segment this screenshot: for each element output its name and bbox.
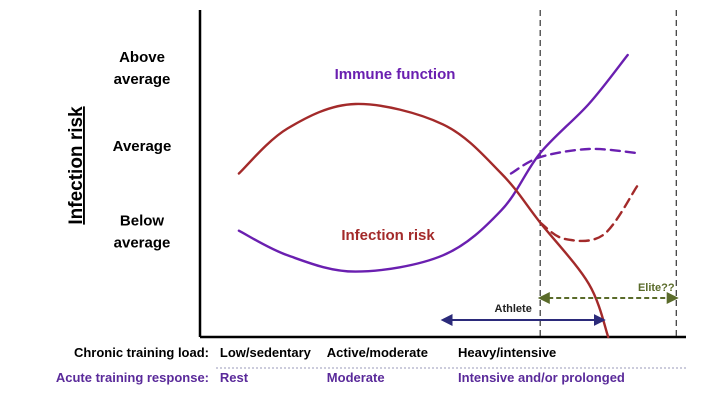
range-label: Athlete [495,303,532,315]
series-label-infection-risk: Infection risk [341,227,435,244]
series-label-immune-function: Immune function [335,66,456,83]
immune-function-line [237,53,629,273]
x-tick-label: Intensive and/or prolonged [458,370,625,385]
projection-line [539,184,639,243]
projection-line [509,147,639,175]
y-tick-label: Below [120,213,165,230]
y-tick-label: Above [119,49,165,66]
x-tick-label: Moderate [327,370,385,385]
x-tick-label: Rest [220,370,249,385]
x-tick-label: Active/moderate [327,345,428,360]
x-tick-label: Heavy/intensive [458,345,556,360]
x-axis-row-title: Acute training response: [56,370,209,385]
y-axis-title: Infection risk [66,106,87,225]
range-label: Elite?? [638,282,675,294]
x-tick-label: Low/sedentary [220,345,312,360]
y-tick-label: Average [113,138,172,155]
y-tick-label: average [114,71,171,88]
y-tick-label: average [114,235,171,252]
x-axis-row-title: Chronic training load: [74,345,209,360]
infection-risk-line [237,102,610,339]
